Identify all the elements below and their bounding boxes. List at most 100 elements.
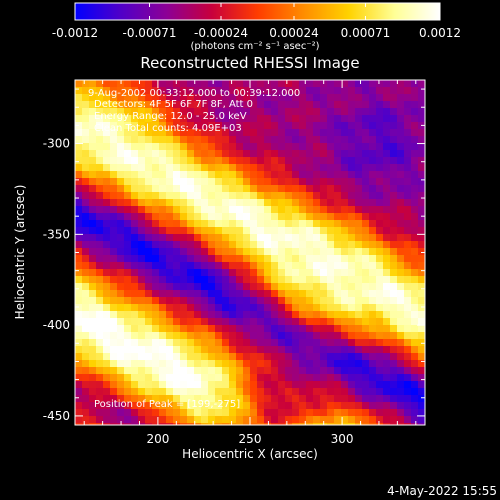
heatmap-cell xyxy=(145,164,153,172)
heatmap-cell xyxy=(376,178,384,186)
heatmap-cell xyxy=(292,332,300,340)
heatmap-cell xyxy=(131,402,139,410)
heatmap-cell xyxy=(299,311,307,319)
heatmap-cell xyxy=(411,381,419,389)
heatmap-cell xyxy=(89,206,97,214)
heatmap-cells xyxy=(75,80,425,425)
heatmap-cell xyxy=(264,206,272,214)
heatmap-cell xyxy=(131,164,139,172)
heatmap-cell xyxy=(236,409,244,417)
heatmap-cell xyxy=(348,164,356,172)
heatmap-cell xyxy=(348,255,356,263)
heatmap-cell xyxy=(278,108,286,116)
heatmap-cell xyxy=(250,178,258,186)
heatmap-cell xyxy=(82,409,90,417)
heatmap-cell xyxy=(313,178,321,186)
heatmap-cell xyxy=(187,360,195,368)
heatmap-cell xyxy=(194,185,202,193)
heatmap-cell xyxy=(369,213,377,221)
heatmap-cell xyxy=(180,241,188,249)
heatmap-cell xyxy=(187,87,195,95)
heatmap-cell xyxy=(292,164,300,172)
heatmap-cell xyxy=(96,157,104,165)
heatmap-cell xyxy=(341,206,349,214)
heatmap-cell xyxy=(173,129,181,137)
heatmap-cell xyxy=(327,220,335,228)
heatmap-cell xyxy=(348,290,356,298)
heatmap-cell xyxy=(355,262,363,270)
heatmap-cell xyxy=(194,269,202,277)
heatmap-cell xyxy=(166,318,174,326)
heatmap-cell xyxy=(173,283,181,291)
heatmap-cell xyxy=(404,129,412,137)
heatmap-cell xyxy=(82,402,90,410)
heatmap-cell xyxy=(334,402,342,410)
heatmap-cell xyxy=(236,374,244,382)
heatmap-cell xyxy=(152,220,160,228)
heatmap-cell xyxy=(341,290,349,298)
heatmap-cell xyxy=(103,122,111,130)
heatmap-cell xyxy=(110,290,118,298)
heatmap-cell xyxy=(75,409,83,417)
heatmap-cell xyxy=(145,318,153,326)
heatmap-cell xyxy=(404,115,412,123)
heatmap-cell xyxy=(229,283,237,291)
heatmap-cell xyxy=(159,318,167,326)
heatmap-cell xyxy=(257,234,265,242)
heatmap-cell xyxy=(278,164,286,172)
heatmap-cell xyxy=(355,164,363,172)
heatmap-cell xyxy=(362,206,370,214)
heatmap-cell xyxy=(236,283,244,291)
heatmap-cell xyxy=(411,416,419,424)
heatmap-cell xyxy=(222,220,230,228)
heatmap-cell xyxy=(362,283,370,291)
heatmap-cell xyxy=(278,276,286,284)
heatmap-cell xyxy=(278,234,286,242)
heatmap-cell xyxy=(271,206,279,214)
heatmap-cell xyxy=(131,409,139,417)
heatmap-cell xyxy=(145,171,153,179)
heatmap-cell xyxy=(222,283,230,291)
heatmap-cell xyxy=(89,402,97,410)
heatmap-cell xyxy=(159,178,167,186)
heatmap-cell xyxy=(159,304,167,312)
heatmap-cell xyxy=(341,388,349,396)
heatmap-cell xyxy=(124,164,132,172)
heatmap-cell xyxy=(96,318,104,326)
heatmap-cell xyxy=(306,108,314,116)
heatmap-cell xyxy=(320,374,328,382)
heatmap-cell xyxy=(243,276,251,284)
heatmap-cell xyxy=(138,262,146,270)
heatmap-cell xyxy=(145,143,153,151)
heatmap-cell xyxy=(390,346,398,354)
heatmap-cell xyxy=(292,276,300,284)
heatmap-cell xyxy=(397,409,405,417)
heatmap-cell xyxy=(166,297,174,305)
heatmap-cell xyxy=(390,234,398,242)
heatmap-cell xyxy=(82,311,90,319)
heatmap-cell xyxy=(159,115,167,123)
heatmap-cell xyxy=(103,255,111,263)
heatmap-cell xyxy=(313,311,321,319)
heatmap-cell xyxy=(320,178,328,186)
heatmap-cell xyxy=(131,339,139,347)
heatmap-cell xyxy=(299,297,307,305)
heatmap-cell xyxy=(341,409,349,417)
heatmap-cell xyxy=(145,108,153,116)
heatmap-cell xyxy=(299,409,307,417)
heatmap-cell xyxy=(215,248,223,256)
heatmap-cell xyxy=(138,409,146,417)
heatmap-cell xyxy=(271,108,279,116)
heatmap-cell xyxy=(313,325,321,333)
heatmap-cell xyxy=(250,304,258,312)
heatmap-cell xyxy=(306,360,314,368)
heatmap-cell xyxy=(397,262,405,270)
heatmap-cell xyxy=(404,206,412,214)
heatmap-cell xyxy=(138,185,146,193)
heatmap-cell xyxy=(110,227,118,235)
heatmap-cell xyxy=(271,325,279,333)
annotation-peak-position: Position of Peak = [199,-275] xyxy=(94,399,240,410)
heatmap-cell xyxy=(327,101,335,109)
heatmap-cell xyxy=(327,248,335,256)
heatmap-cell xyxy=(215,283,223,291)
